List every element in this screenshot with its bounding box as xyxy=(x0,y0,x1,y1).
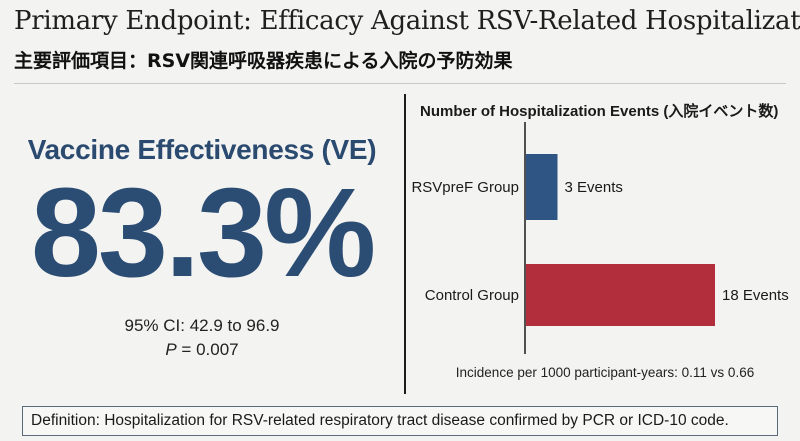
p-value: P = 0.007 xyxy=(0,340,404,360)
ve-value: 83.3% xyxy=(30,162,376,303)
value-label: 3 Events xyxy=(565,179,623,196)
bar-rsvpref-group xyxy=(526,154,558,220)
value-label: 18 Events xyxy=(722,287,789,304)
page-title: Primary Endpoint: Efficacy Against RSV-R… xyxy=(14,6,800,36)
definition-box: Definition: Hospitalization for RSV-rela… xyxy=(22,406,778,436)
chart-footnote: Incidence per 1000 participant-years: 0.… xyxy=(455,365,755,380)
hospitalization-bar-chart: RSVpreF Group 3 Events Control Group 18 Eve… xyxy=(411,122,789,354)
bar-control-group xyxy=(526,264,715,326)
header-divider xyxy=(14,83,786,84)
category-label: Control Group xyxy=(425,287,519,304)
page-subtitle-jp: 主要評価項目：RSV関連呼吸器疾患による入院の予防効果 xyxy=(14,50,513,72)
chart-title: Number of Hospitalization Events (入院イベント… xyxy=(420,103,779,120)
confidence-interval: 95% CI: 42.9 to 96.9 xyxy=(124,316,280,335)
p-value-text: = 0.007 xyxy=(176,340,239,359)
panel-divider xyxy=(404,94,406,394)
ve-label: Vaccine Effectiveness (VE) xyxy=(27,134,377,165)
category-label: RSVpreF Group xyxy=(411,179,519,196)
p-symbol: P xyxy=(165,340,177,359)
